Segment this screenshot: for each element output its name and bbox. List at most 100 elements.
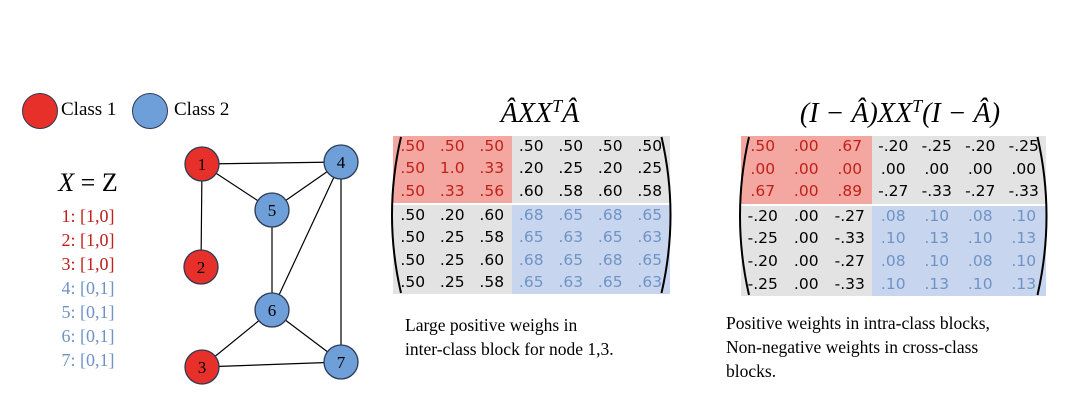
matrix-cell: .65 bbox=[558, 205, 584, 224]
matrix-cell: .65 bbox=[518, 228, 544, 247]
matrix-cell: -.27 bbox=[965, 182, 996, 201]
matrix-block bbox=[393, 136, 512, 203]
matrix-block bbox=[511, 204, 670, 295]
matrix-cell: .13 bbox=[1011, 274, 1037, 293]
matrix-cell: .58 bbox=[479, 228, 505, 247]
matrix-cell: .10 bbox=[1011, 206, 1037, 225]
matrix-cell: -.27 bbox=[834, 252, 865, 270]
graph-node bbox=[184, 146, 220, 182]
matrix-cell: -.25 bbox=[921, 137, 952, 155]
graph-node bbox=[183, 249, 219, 285]
matrix-cell: .20 bbox=[518, 159, 544, 178]
matrix-cell: .25 bbox=[439, 272, 465, 291]
matrix-cell: .65 bbox=[637, 250, 663, 269]
matrix-cell: .68 bbox=[597, 250, 623, 269]
matrix-cell: .50 bbox=[400, 250, 426, 269]
matrix-cell: .58 bbox=[479, 272, 505, 291]
matrix-cell: .25 bbox=[439, 250, 465, 269]
matrix-cell: .08 bbox=[880, 252, 906, 270]
matrix-cell: .00 bbox=[793, 252, 819, 270]
matrix-cell: 1.0 bbox=[439, 159, 465, 178]
feature-item: 5: [0,1] bbox=[61, 302, 115, 322]
matrix-block bbox=[741, 205, 872, 297]
feature-item: 4: [0,1] bbox=[61, 278, 115, 298]
matrix-cell: -.33 bbox=[834, 229, 865, 248]
matrix-cell: .00 bbox=[924, 159, 950, 178]
matrix2-title: (I − Â)XXT(I − Â) bbox=[770, 96, 1030, 130]
graph-node bbox=[323, 144, 359, 180]
matrix-cell: -.27 bbox=[834, 206, 865, 225]
matrix-cell: .10 bbox=[924, 206, 950, 225]
matrix-cell: -.33 bbox=[1008, 182, 1039, 201]
matrix-cell: .10 bbox=[1011, 252, 1037, 270]
matrix-cell: .50 bbox=[400, 205, 426, 224]
matrix-cell: .10 bbox=[967, 274, 993, 293]
matrix-cell: .00 bbox=[793, 182, 819, 201]
right-bracket bbox=[1036, 136, 1048, 296]
matrix-cell: .65 bbox=[597, 272, 623, 291]
matrix-cell: .10 bbox=[880, 229, 906, 248]
matrix-cell: .00 bbox=[967, 159, 993, 178]
graph-edge bbox=[271, 161, 342, 311]
matrix-cell: .50 bbox=[400, 137, 426, 155]
graph-node-label: 1 bbox=[198, 155, 207, 174]
matrix-cell: .60 bbox=[597, 181, 623, 200]
matrix-cell: .63 bbox=[558, 228, 584, 247]
matrix2-title-sup: T bbox=[912, 96, 923, 116]
matrix-cell: .00 bbox=[793, 137, 819, 155]
matrix-cell: .50 bbox=[558, 137, 584, 155]
matrix-block bbox=[511, 136, 670, 203]
matrix2: .50 .00 .67 -.20 -.25 -.20 -.25 .00 .00 .00 .00 .00… bbox=[727, 135, 1057, 297]
matrix-cell: .13 bbox=[924, 229, 950, 248]
matrix-block bbox=[741, 136, 872, 204]
feature-item: 2: [1,0] bbox=[61, 230, 115, 250]
matrix-cell: .00 bbox=[793, 229, 819, 248]
matrix-cell: -.33 bbox=[834, 274, 865, 293]
feature-list-title: X = Z bbox=[48, 168, 128, 198]
matrix-cell: -.33 bbox=[921, 182, 952, 201]
graph-edge bbox=[201, 161, 342, 165]
matrix-cell: .33 bbox=[479, 159, 505, 178]
feature-title-lhs: X bbox=[58, 168, 75, 197]
matrix1-title-main: ÂXX bbox=[500, 98, 553, 130]
graph-node bbox=[254, 292, 290, 328]
matrix-cell: .50 bbox=[518, 137, 544, 155]
graph-node-label: 4 bbox=[337, 153, 346, 172]
graph-node-label: 6 bbox=[268, 301, 277, 320]
feature-list: X = Z 1: [1,0] 2: [1,0] 3: [1,0] 4: [0,1] 5:… bbox=[48, 168, 128, 372]
graph-node-label: 3 bbox=[198, 358, 207, 377]
matrix1-caption: Large positive weighs in inter-class blo… bbox=[405, 313, 655, 361]
matrix2-caption: Positive weights in intra-class blocks, … bbox=[726, 311, 1046, 383]
matrix-cell: .68 bbox=[597, 205, 623, 224]
matrix-cell: .25 bbox=[558, 159, 584, 178]
matrix-cell: .50 bbox=[637, 137, 663, 155]
matrix1-title-sup: T bbox=[552, 96, 563, 116]
class2-legend-dot bbox=[132, 93, 168, 129]
matrix-cell: .00 bbox=[793, 274, 819, 293]
left-bracket bbox=[391, 136, 402, 294]
graph-node bbox=[184, 349, 220, 385]
matrix-cell: .65 bbox=[518, 272, 544, 291]
matrix-cell: -.20 bbox=[747, 206, 778, 225]
matrix-cell: .89 bbox=[837, 182, 863, 201]
graph-node-label: 7 bbox=[337, 353, 346, 372]
matrix-cell: .33 bbox=[439, 181, 465, 200]
matrix-cell: .50 bbox=[479, 137, 505, 155]
matrix2-title-main: (I − Â)XX bbox=[799, 98, 913, 130]
matrix-cell: .65 bbox=[637, 205, 663, 224]
matrix-cell: .63 bbox=[558, 272, 584, 291]
class1-legend-label: Class 1 bbox=[61, 99, 117, 120]
matrix-cell: .68 bbox=[518, 250, 544, 269]
matrix-cell: -.27 bbox=[878, 182, 909, 201]
matrix-cell: .50 bbox=[400, 159, 426, 178]
matrix1: .50 .50 .50 .50 .50 .50 .50 .50 1.0 .33 .20 .25 .20.… bbox=[383, 135, 673, 295]
matrix-cell: .08 bbox=[880, 206, 906, 225]
matrix-cell: .63 bbox=[637, 272, 663, 291]
matrix-brackets bbox=[391, 136, 672, 294]
matrix-cell: .65 bbox=[597, 228, 623, 247]
matrix1-caption-line: inter-class block for node 1,3. bbox=[405, 339, 614, 359]
feature-item: 1: [1,0] bbox=[61, 206, 115, 226]
matrix-cell: .50 bbox=[400, 228, 426, 247]
matrix-block bbox=[871, 205, 1046, 297]
matrix-block bbox=[393, 204, 512, 295]
